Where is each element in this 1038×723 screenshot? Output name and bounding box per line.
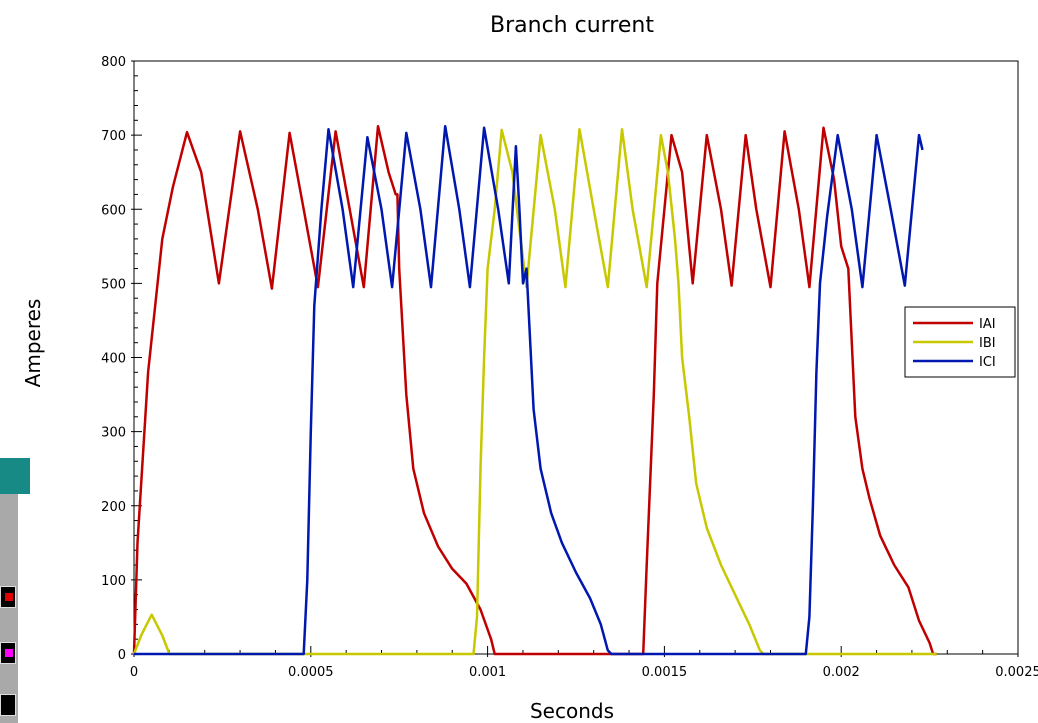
plot-frame — [133, 60, 1019, 655]
y-tick-label: 100 — [101, 574, 126, 589]
side-panel-black-indicator — [0, 694, 16, 716]
x-tick-label: 0.0025 — [995, 665, 1038, 680]
legend-label: ICI — [979, 355, 996, 370]
x-axis-label: Seconds — [530, 699, 614, 723]
x-tick-label: 0.002 — [823, 665, 860, 680]
series-line-ici — [134, 124, 924, 656]
y-axis-label: Amperes — [21, 299, 45, 388]
y-tick-label: 400 — [101, 352, 126, 367]
series-line-ibi — [132, 127, 937, 656]
side-panel-fragment — [0, 458, 30, 723]
x-tick-label: 0.0005 — [288, 665, 334, 680]
y-tick-label: 600 — [101, 203, 126, 218]
side-panel-body — [0, 494, 18, 723]
x-tick-label: 0 — [130, 665, 138, 680]
series-layer — [132, 124, 937, 656]
legend-label: IBI — [979, 336, 996, 351]
legend: IAI IBI ICI — [904, 306, 1016, 378]
axis-ticks: 0 100 200 300 400 500 600 700 800 0 0.0005 0.001 0.0… — [101, 55, 1038, 680]
series-line-iai — [132, 124, 937, 656]
side-panel-red-indicator — [0, 586, 16, 608]
chart-title: Branch current — [490, 13, 654, 38]
x-tick-label: 0.0015 — [642, 665, 688, 680]
y-tick-label: 300 — [101, 426, 126, 441]
side-panel-magenta-indicator — [0, 642, 16, 664]
y-tick-label: 500 — [101, 277, 126, 292]
x-tick-label: 0.001 — [469, 665, 506, 680]
y-tick-label: 200 — [101, 500, 126, 515]
legend-label: IAI — [979, 317, 996, 332]
side-panel-header — [0, 458, 30, 494]
y-tick-label: 700 — [101, 129, 126, 144]
y-tick-label: 0 — [118, 648, 126, 663]
y-tick-label: 800 — [101, 55, 126, 70]
